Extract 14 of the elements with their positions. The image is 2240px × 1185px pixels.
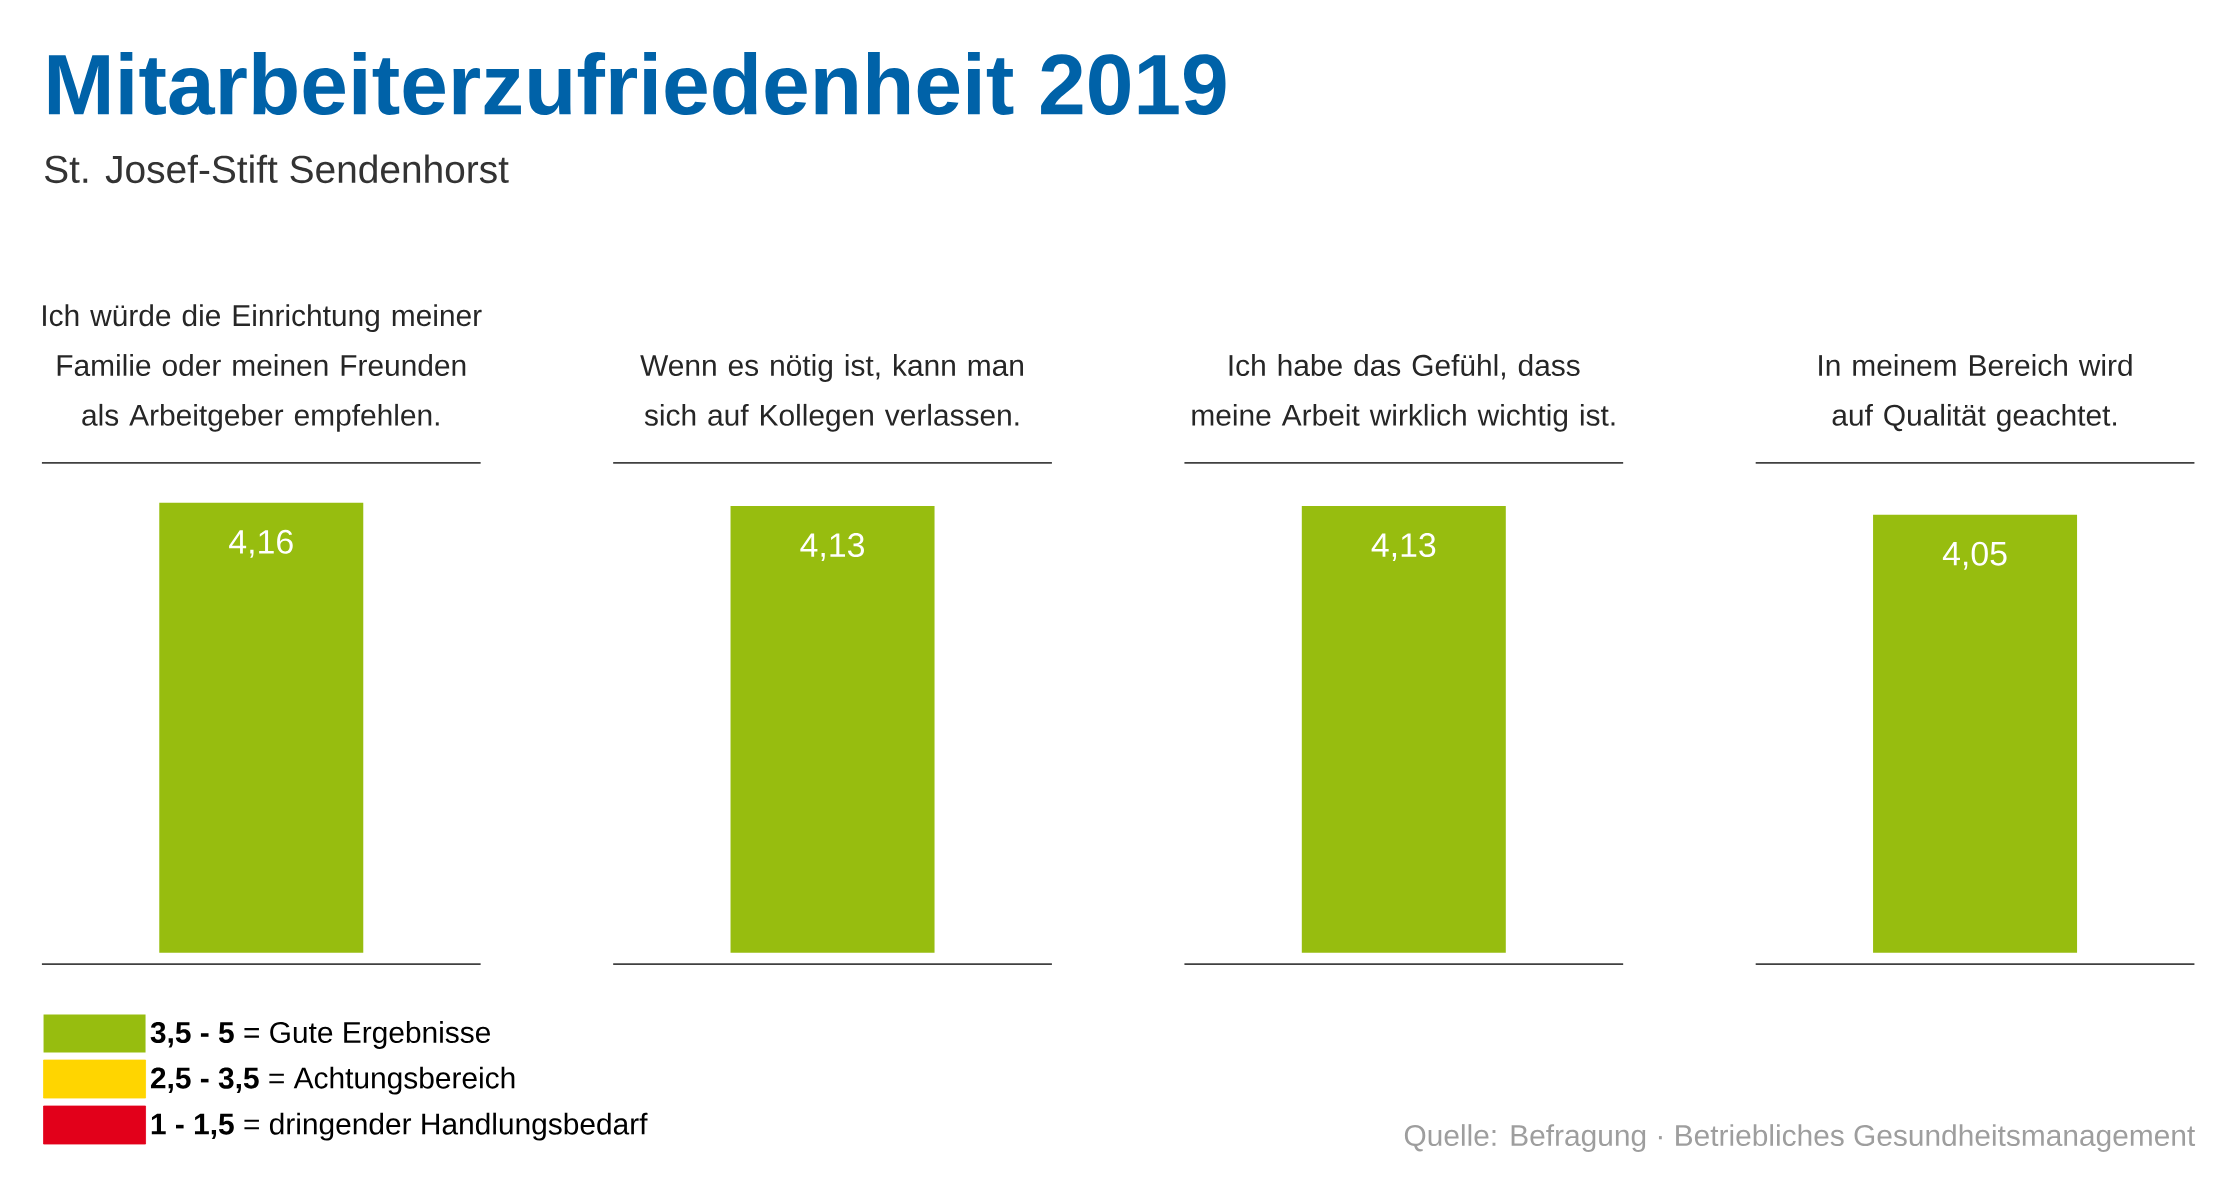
x-tick-label: Wenn es nötig ist, kann man sich auf Kollegen verlassen.	[640, 354, 1023, 432]
data-label: 4,05	[1942, 541, 2007, 570]
x-tick-label: In meinem Bereich wird auf Qualität geachtet.	[1819, 354, 2132, 432]
chart-subtitle: St. Josef-Stift Sendenhorst	[44, 154, 509, 184]
legend-label: 1 - 1,5 = dringender Handlungsbedarf	[151, 1112, 648, 1141]
data-label: 4,13	[1371, 533, 1436, 562]
data-label: 4,13	[800, 533, 864, 562]
data-label: 4,16	[229, 529, 293, 558]
legend-label: 2,5 - 3,5 = Achtungsbereich	[150, 1066, 515, 1095]
x-tick-label: Ich würde die Einrichtung meiner Familie oder meinen Freunden als Arbeitgeber empfehlen.	[43, 304, 482, 432]
chart-title: Mitarbeiterzufriedenheit 2019	[48, 52, 1226, 116]
source-note: Quelle: Befragung · Betriebliches Gesundheitsmanagement	[1404, 1124, 2196, 1152]
legend-label: 3,5 - 5 = Gute Ergebnisse	[150, 1021, 490, 1049]
x-tick-label: Ich habe das Gefühl, dass meine Arbeit wirklich wichtig ist.	[1192, 354, 1615, 432]
